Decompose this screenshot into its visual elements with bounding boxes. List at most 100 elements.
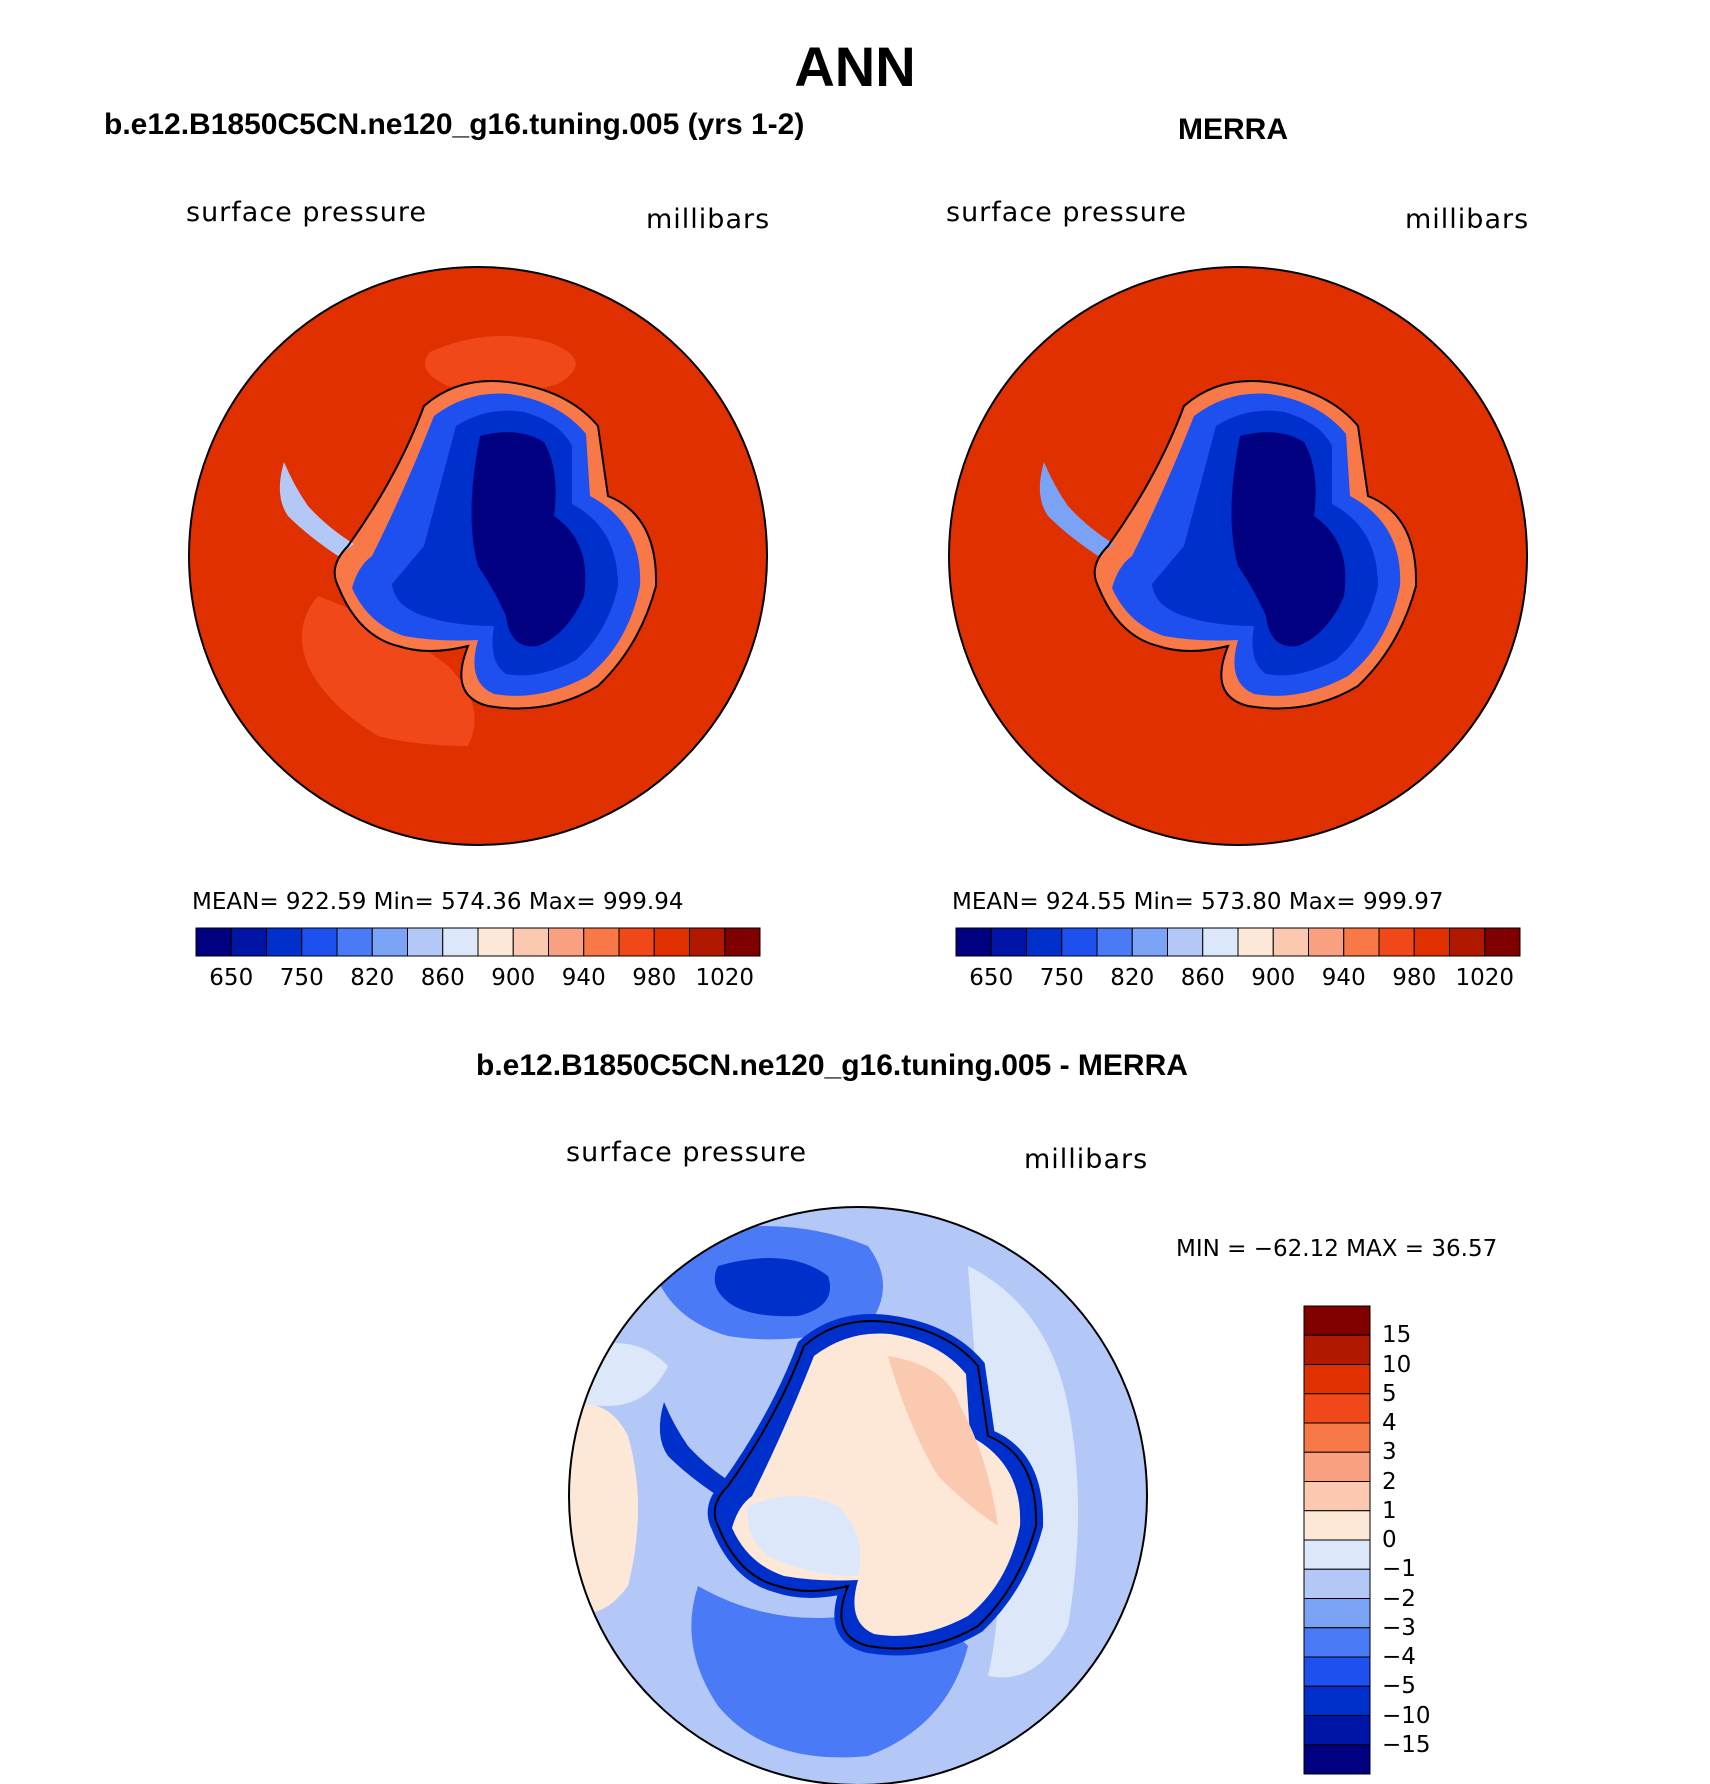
colorbar-tick-label: 1	[1382, 1497, 1397, 1524]
colorbar-swatch	[1096, 927, 1133, 957]
colorbar-swatch	[1378, 927, 1415, 957]
colorbar-swatch	[653, 927, 690, 957]
colorbar-swatch	[1303, 1305, 1371, 1336]
colorbar-swatch	[1131, 927, 1168, 957]
panel-1-colorbar-labels: 650 750 820 860 900 940 980 1020	[196, 965, 760, 995]
antarctica-plateau	[471, 432, 586, 647]
colorbar-tick-label: −5	[1382, 1673, 1416, 1700]
antarctica-anomaly	[747, 1496, 861, 1576]
colorbar-swatch	[1303, 1685, 1371, 1716]
colorbar-swatch	[512, 927, 549, 957]
coastline	[333, 380, 658, 710]
colorbar-tick-label: −2	[1382, 1585, 1416, 1612]
panel-1-stats: MEAN= 922.59 Min= 574.36 Max= 999.94	[192, 889, 684, 915]
colorbar-tick-label: −4	[1382, 1644, 1416, 1670]
panel-1-units-label: millibars	[646, 204, 771, 235]
colorbar-tick-label: 860	[1180, 965, 1225, 991]
panel-3-variable-label: surface pressure	[566, 1137, 807, 1168]
colorbar-swatch	[1303, 1481, 1371, 1512]
colorbar-tick-label: 2	[1382, 1468, 1397, 1495]
panel-3-stats: MIN = −62.12 MAX = 36.57	[1176, 1236, 1498, 1262]
colorbar-swatch	[1202, 927, 1239, 957]
colorbar-tick-label: −10	[1382, 1702, 1431, 1729]
colorbar-swatch	[407, 927, 444, 957]
panel-2-variable-label: surface pressure	[946, 197, 1187, 228]
colorbar-swatch	[371, 927, 408, 957]
colorbar-tick-label: 4	[1382, 1410, 1397, 1436]
positive-anomaly	[569, 1404, 638, 1613]
figure-title: ANN	[794, 35, 916, 98]
colorbar-swatch	[266, 927, 303, 957]
panel-3-units-label: millibars	[1024, 1144, 1149, 1175]
colorbar-tick-label: 0	[1382, 1527, 1397, 1553]
panel-1-map	[188, 266, 768, 846]
colorbar-tick-label: 980	[632, 965, 677, 991]
colorbar-swatch	[1303, 1627, 1371, 1658]
panel-1-colorbar	[195, 927, 761, 957]
colorbar-swatch	[689, 927, 726, 957]
panel-3-colorbar-labels: 15 10 5 4 3 2 1 0 −1 −2 −3 −4 −5 −10 −15	[1382, 1306, 1462, 1774]
colorbar-swatch	[195, 927, 232, 957]
colorbar-swatch	[583, 927, 620, 957]
colorbar-swatch	[1303, 1715, 1371, 1746]
colorbar-swatch	[548, 927, 585, 957]
colorbar-swatch	[1303, 1539, 1371, 1570]
colorbar-swatch	[1303, 1744, 1371, 1775]
colorbar-swatch	[1343, 927, 1380, 957]
colorbar-tick-label: 820	[1110, 965, 1155, 991]
colorbar-tick-label: 650	[969, 965, 1014, 991]
colorbar-swatch	[1303, 1364, 1371, 1395]
colorbar-swatch	[1303, 1598, 1371, 1629]
high-pressure-band	[424, 335, 576, 393]
coastline	[713, 1320, 1038, 1650]
antarctic-peninsula	[1039, 462, 1114, 556]
colorbar-tick-label: 15	[1382, 1322, 1412, 1349]
colorbar-swatch	[336, 927, 373, 957]
panel-2-colorbar-labels: 650 750 820 860 900 940 980 1020	[956, 965, 1520, 995]
colorbar-tick-label: 750	[279, 965, 324, 991]
colorbar-swatch	[1303, 1334, 1371, 1365]
panel-2-stats: MEAN= 924.55 Min= 573.80 Max= 999.97	[952, 889, 1444, 915]
colorbar-swatch	[1272, 927, 1309, 957]
colorbar-tick-label: 10	[1382, 1351, 1412, 1378]
colorbar-swatch	[1303, 1393, 1371, 1424]
colorbar-tick-label: 1020	[1455, 965, 1515, 991]
high-pressure-band	[301, 596, 475, 746]
colorbar-tick-label: 980	[1392, 965, 1437, 991]
colorbar-tick-label: 1020	[695, 965, 755, 991]
colorbar-swatch	[1484, 927, 1521, 957]
colorbar-swatch	[1061, 927, 1098, 957]
colorbar-swatch	[1237, 927, 1274, 957]
colorbar-tick-label: 900	[491, 965, 536, 991]
colorbar-swatch	[477, 927, 514, 957]
colorbar-swatch	[990, 927, 1027, 957]
colorbar-tick-label: 860	[420, 965, 465, 991]
colorbar-swatch	[1449, 927, 1486, 957]
colorbar-swatch	[724, 927, 761, 957]
colorbar-tick-label: 900	[1251, 965, 1296, 991]
panel-2-title: MERRA	[1178, 113, 1288, 146]
colorbar-swatch	[1303, 1422, 1371, 1453]
antarctic-peninsula	[659, 1402, 734, 1496]
coastline	[1093, 380, 1418, 710]
strong-negative-anomaly	[714, 1258, 830, 1317]
panel-3-map	[568, 1206, 1148, 1784]
colorbar-swatch	[1303, 1656, 1371, 1687]
panel-3-title: b.e12.B1850C5CN.ne120_g16.tuning.005 - M…	[476, 1049, 1188, 1082]
colorbar-swatch	[1303, 1451, 1371, 1482]
colorbar-swatch	[1303, 1568, 1371, 1599]
colorbar-swatch	[955, 927, 992, 957]
colorbar-tick-label: 940	[1321, 965, 1366, 991]
panel-2-units-label: millibars	[1405, 204, 1530, 235]
panel-2-map	[948, 266, 1528, 846]
antarctic-peninsula	[279, 462, 354, 556]
colorbar-swatch	[1303, 1510, 1371, 1541]
colorbar-tick-label: 750	[1039, 965, 1084, 991]
colorbar-swatch	[1026, 927, 1063, 957]
panel-2-colorbar	[955, 927, 1521, 957]
colorbar-swatch	[1167, 927, 1204, 957]
colorbar-tick-label: −15	[1382, 1731, 1431, 1758]
colorbar-swatch	[1308, 927, 1345, 957]
colorbar-tick-label: 5	[1382, 1380, 1397, 1407]
colorbar-tick-label: 650	[209, 965, 254, 991]
